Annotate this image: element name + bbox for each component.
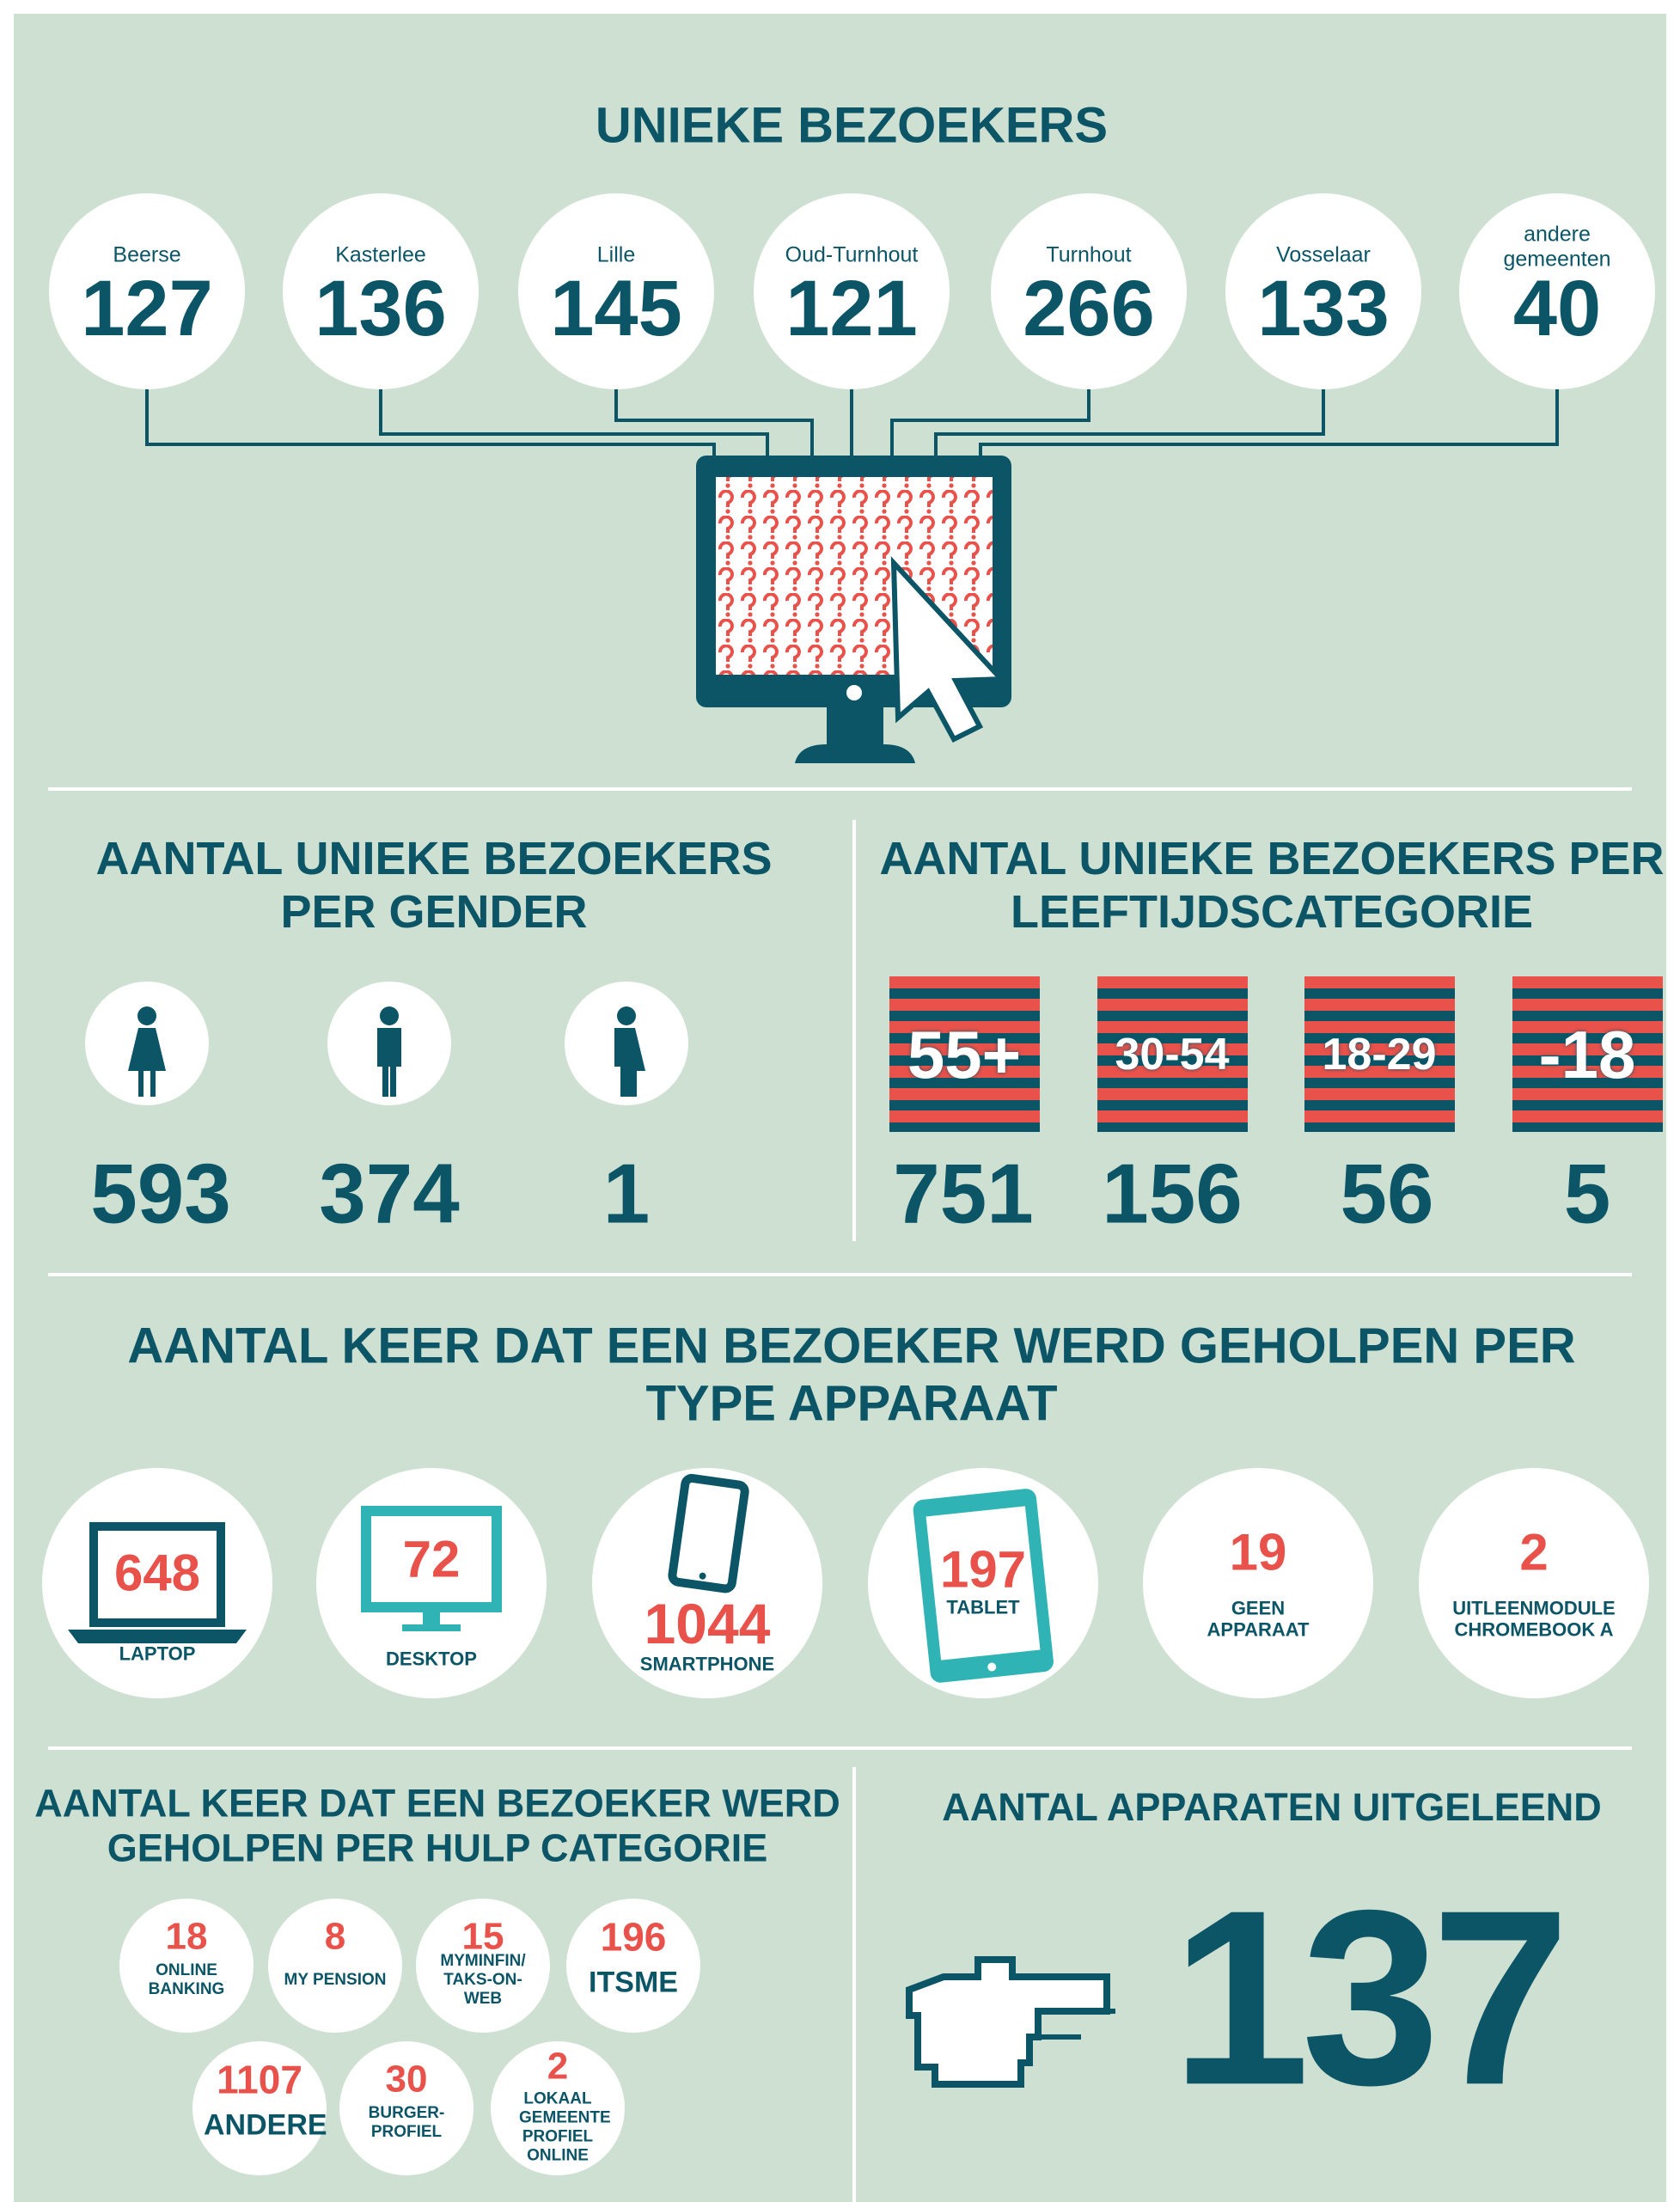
section-title: AANTAL UNIEKE BEZOEKERS PER LEEFTIJDSCAT…: [859, 832, 1666, 939]
visitor-count: 136: [315, 264, 447, 355]
age-count: 156: [1102, 1146, 1243, 1243]
gender-circle: [85, 982, 209, 1105]
gender-count: 1: [603, 1146, 651, 1243]
help-count: 196: [601, 1915, 667, 1960]
age-label: 55+: [907, 1017, 1021, 1094]
section-title: AANTAL KEER DAT EEN BEZOEKER WERD GEHOLP…: [121, 1318, 1582, 1432]
device-label: TABLET: [914, 1596, 1052, 1618]
help-count: 30: [386, 2058, 428, 2102]
help-label: LOKAAL GEMEENTE PROFIEL ONLINE: [519, 2089, 596, 2164]
device-circle: 19 GEEN APPARAAT: [1143, 1468, 1373, 1698]
age-block: 55+: [889, 976, 1040, 1132]
device-label: DESKTOP: [363, 1648, 500, 1669]
device-count: 72: [403, 1530, 461, 1589]
help-circle: 1107 ANDERE: [192, 2041, 327, 2175]
device-count: 1044: [645, 1592, 771, 1657]
divider: [48, 787, 1632, 791]
help-label: BURGER-PROFIEL: [359, 2104, 454, 2142]
device-circle: 2 UITLEENMODULE CHROMEBOOK A: [1419, 1468, 1649, 1698]
help-count: 8: [325, 1916, 345, 1960]
divider: [852, 820, 856, 1241]
device-count: 648: [114, 1544, 200, 1603]
device-circle: 72 DESKTOP: [316, 1468, 547, 1698]
visitor-count: 40: [1513, 264, 1601, 355]
help-label: ITSME: [577, 1966, 689, 1999]
section-title: AANTAL APPARATEN UITGELEEND: [942, 1785, 1602, 1830]
device-circle: 648 LAPTOP: [42, 1468, 272, 1698]
gender-circle: [327, 982, 451, 1105]
age-label: 30-54: [1115, 1030, 1230, 1081]
visitor-count: 133: [1257, 264, 1390, 355]
divider: [48, 1273, 1632, 1276]
device-count: 197: [940, 1540, 1026, 1600]
connector: [147, 389, 714, 456]
help-label: ANDERE: [204, 2108, 315, 2142]
loaned-count: 137: [1171, 1855, 1561, 2142]
age-label: -18: [1539, 1017, 1636, 1094]
age-block: 18-29: [1304, 976, 1455, 1132]
visitor-count: 127: [81, 264, 213, 355]
device-label: UITLEENMODULE CHROMEBOOK A: [1439, 1598, 1628, 1642]
divider: [852, 1767, 856, 2202]
age-block: 30-54: [1097, 976, 1248, 1132]
device-count: 19: [1230, 1523, 1287, 1582]
age-label: 18-29: [1323, 1030, 1437, 1081]
age-count: 5: [1564, 1146, 1611, 1243]
age-block: -18: [1512, 976, 1663, 1132]
section-title: AANTAL KEER DAT EEN BEZOEKER WERD GEHOLP…: [25, 1781, 850, 1870]
age-count: 56: [1340, 1146, 1433, 1243]
visitor-count: 266: [1023, 264, 1155, 355]
gender-icon: [565, 982, 795, 1212]
age-count: 751: [893, 1146, 1034, 1243]
gender-circle: [565, 982, 688, 1105]
help-count: 18: [166, 1916, 208, 1960]
connector: [981, 389, 1557, 456]
visitor-count: 121: [785, 264, 918, 355]
gender-count: 593: [90, 1146, 231, 1243]
gender-count: 374: [319, 1146, 460, 1243]
device-label: GEEN APPARAAT: [1189, 1598, 1327, 1642]
device-count: 2: [1519, 1523, 1548, 1582]
help-circle: 196 ITSME: [566, 1899, 700, 2033]
help-circle: 8 MY PENSION: [268, 1899, 402, 2033]
section-title: UNIEKE BEZOEKERS: [596, 98, 1108, 156]
device-label: SMARTPHONE: [638, 1653, 776, 1674]
section-title: AANTAL UNIEKE BEZOEKERS PER GENDER: [82, 832, 786, 939]
device-label: LAPTOP: [89, 1642, 226, 1664]
divider: [48, 1746, 1632, 1750]
visitor-count: 145: [550, 264, 682, 355]
help-label: MY PENSION: [279, 1971, 391, 1990]
help-label: MYMINFIN/ TAKS-ON-WEB: [427, 1952, 539, 2009]
help-count: 2: [547, 2046, 568, 2089]
help-label: ONLINE BANKING: [131, 1961, 242, 1999]
help-count: 1107: [217, 2058, 302, 2103]
